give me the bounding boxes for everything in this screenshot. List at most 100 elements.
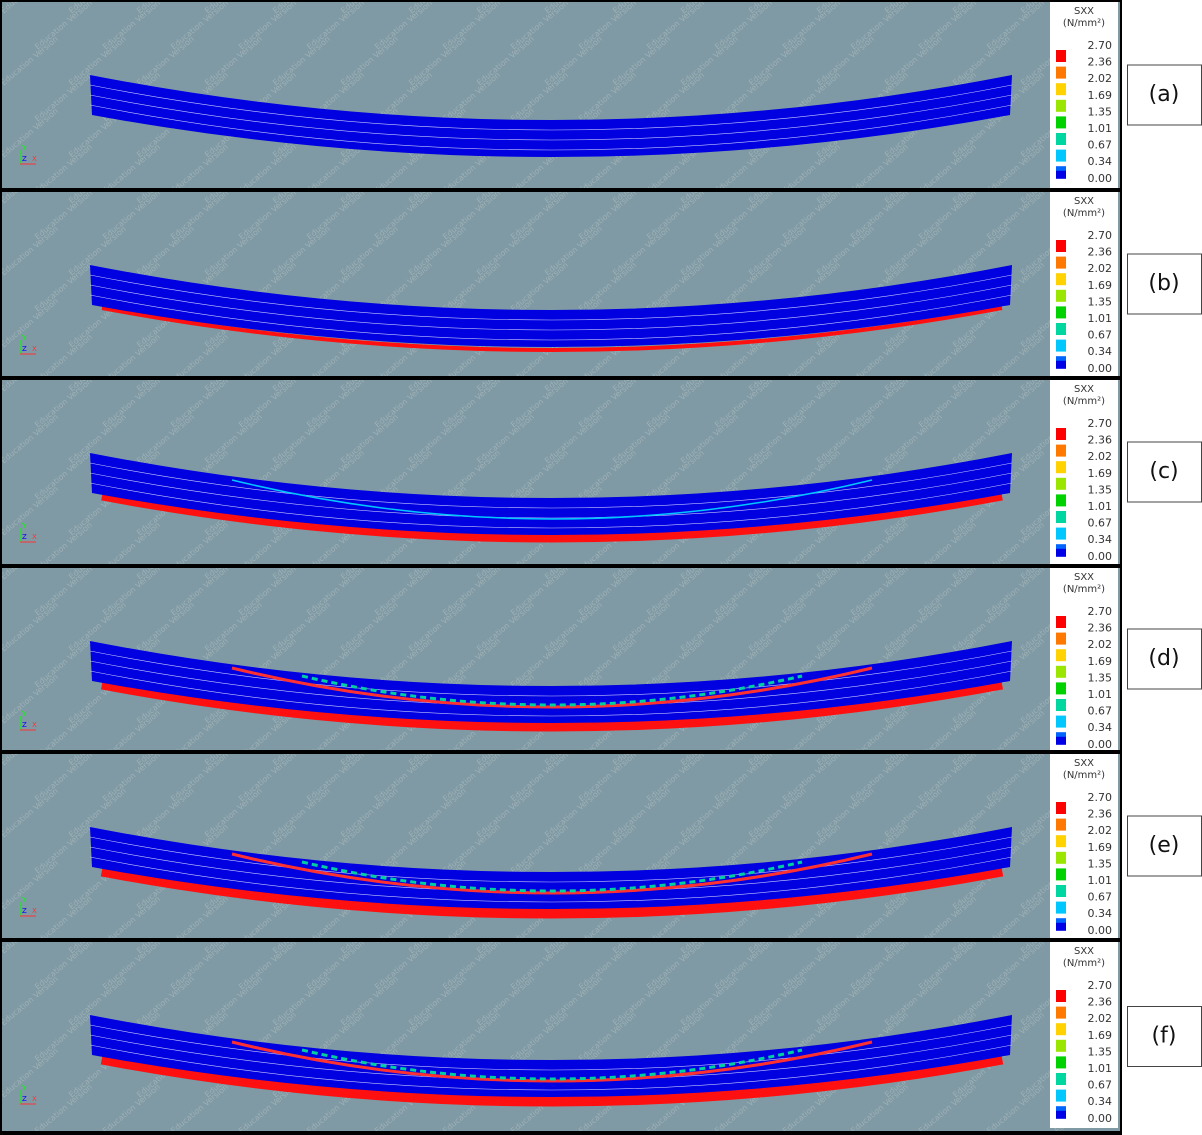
mesh-line (89, 670, 1013, 717)
legend-tick: 0.00 (1088, 172, 1113, 185)
beam (90, 827, 1012, 909)
legend-tick: 1.35 (1088, 671, 1113, 684)
legend-swatch (1056, 273, 1066, 286)
axis-label: Y (21, 144, 27, 152)
legend-title: SXX (1074, 946, 1094, 957)
panel-label: (e) (1149, 833, 1180, 858)
crack-band (231, 666, 873, 709)
legend-swatch (1056, 133, 1066, 145)
axis-label: X (32, 533, 37, 541)
legend-swatch (1056, 527, 1066, 540)
legend-tick: 2.70 (1088, 791, 1113, 804)
legend-tick: 2.70 (1088, 39, 1113, 52)
legend-tick: 0.67 (1088, 139, 1113, 152)
axis-label: X (32, 1095, 37, 1103)
crack-band (301, 1048, 803, 1081)
panel: Education Version Education Version Educat… (2, 942, 1120, 1131)
panel: Education Version Education Version Educat… (2, 2, 1120, 188)
legend-tick: 2.02 (1088, 262, 1113, 275)
legend-swatch (1056, 851, 1066, 864)
legend-swatch (1056, 632, 1066, 645)
legend-swatch (1056, 323, 1066, 335)
axis-label: Z (22, 155, 27, 163)
legend-title: SXX (1074, 384, 1094, 395)
legend-swatch (1056, 444, 1066, 457)
legend-tick: 1.01 (1088, 874, 1113, 887)
legend-swatch (1056, 1056, 1066, 1069)
mesh-line (89, 472, 1013, 519)
legend-swatch (1056, 477, 1066, 490)
legend-tick: 0.67 (1088, 1079, 1113, 1092)
legend-tick: 2.02 (1088, 824, 1113, 837)
legend-swatch (1056, 50, 1066, 62)
legend-tick: 2.36 (1088, 622, 1113, 635)
legend-tick: 2.36 (1088, 246, 1113, 259)
legend-tick: 1.69 (1088, 467, 1113, 480)
label-box (1127, 64, 1202, 126)
crack-band (231, 852, 873, 895)
legend-unit: (N/mm²) (1063, 18, 1105, 29)
axis-label: Y (21, 334, 27, 342)
legend-unit: (N/mm²) (1063, 208, 1105, 219)
axis-label: Z (22, 345, 27, 353)
legend-swatch (1056, 66, 1066, 79)
legend-tick: 1.01 (1088, 122, 1113, 135)
legend-tick: 0.00 (1088, 550, 1113, 563)
legend-swatch (1056, 901, 1066, 914)
axis-label: X (32, 155, 37, 163)
axis-label: Z (22, 1095, 27, 1103)
panel: Education Version Education Version Educat… (2, 192, 1120, 376)
legend-tick: 2.70 (1088, 229, 1113, 242)
axis-label: X (32, 721, 37, 729)
legend-swatch (1056, 240, 1066, 252)
legend-unit: (N/mm²) (1063, 770, 1105, 781)
legend-tick: 0.00 (1088, 924, 1113, 937)
legend-swatch (1056, 616, 1066, 628)
panel: Education Version Education Version Educat… (2, 380, 1120, 564)
legend-tick: 1.35 (1088, 105, 1113, 118)
panel-label: (c) (1149, 459, 1178, 484)
mesh-line (89, 836, 1013, 883)
legend-tick: 2.70 (1088, 605, 1113, 618)
legend-tick: 1.69 (1088, 1029, 1113, 1042)
legend-tick: 2.36 (1088, 996, 1113, 1009)
legend-swatch (1056, 83, 1066, 96)
legend-swatch (1056, 149, 1066, 162)
legend-title: SXX (1074, 6, 1094, 17)
axis-label: Y (21, 710, 27, 718)
legend-swatch (1056, 1089, 1066, 1102)
legend-title: SXX (1074, 196, 1094, 207)
legend-swatch (1056, 736, 1066, 745)
legend-swatch (1056, 922, 1066, 931)
beam (90, 75, 1012, 157)
legend-tick: 0.34 (1088, 345, 1113, 358)
beam (90, 1015, 1012, 1097)
legend-swatch (1056, 289, 1066, 302)
mesh-line (89, 856, 1013, 903)
legend-unit: (N/mm²) (1063, 584, 1105, 595)
legend-tick: 2.36 (1088, 56, 1113, 69)
legend-swatch (1056, 1039, 1066, 1052)
axis-label: Z (22, 533, 27, 541)
legend-tick: 2.70 (1088, 417, 1113, 430)
legend-tick: 2.02 (1088, 638, 1113, 651)
legend-tick: 1.01 (1088, 500, 1113, 513)
legend-tick: 1.69 (1088, 655, 1113, 668)
legend-swatch (1056, 699, 1066, 711)
legend-tick: 1.69 (1088, 89, 1113, 102)
panel-label: (f) (1152, 1024, 1177, 1049)
legend-swatch (1056, 99, 1066, 112)
legend-tick: 0.00 (1088, 1112, 1113, 1125)
legend-tick: 2.36 (1088, 434, 1113, 447)
axis-label: Y (21, 1084, 27, 1092)
legend-tick: 2.02 (1088, 72, 1113, 85)
mesh-line (89, 482, 1013, 529)
legend-swatch (1056, 116, 1066, 129)
legend-swatch (1056, 256, 1066, 269)
legend-swatch (1056, 649, 1066, 662)
legend-tick: 1.35 (1088, 1045, 1113, 1058)
tension-zone (100, 678, 1004, 732)
axis-label: Y (21, 896, 27, 904)
legend-tick: 0.67 (1088, 891, 1113, 904)
axis-label: Z (22, 721, 27, 729)
